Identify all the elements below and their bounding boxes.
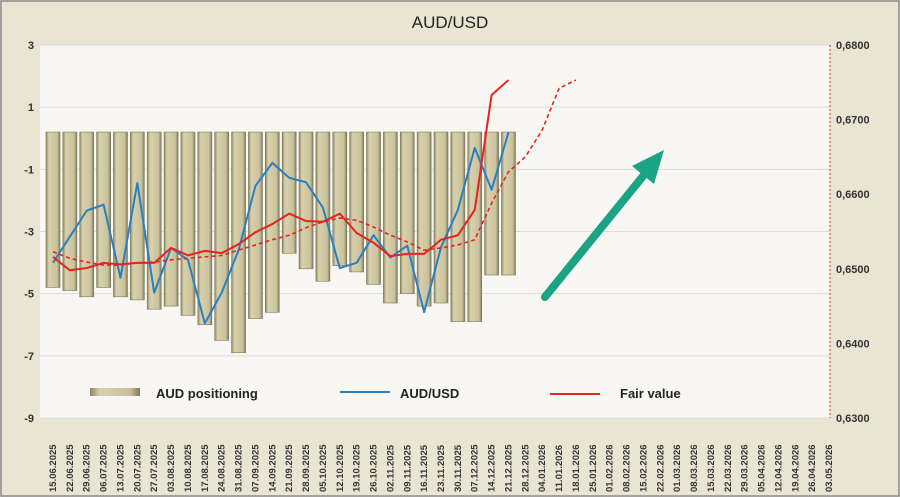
x-tick-label: 14.12.2025 xyxy=(487,444,498,492)
y-right-tick-label: 0,6400 xyxy=(836,338,870,350)
x-tick-label: 28.09.2025 xyxy=(301,444,312,492)
x-tick-label: 07.12.2025 xyxy=(470,444,481,492)
x-tick-label: 04.01.2026 xyxy=(537,444,548,492)
x-tick-label: 28.12.2025 xyxy=(520,444,531,492)
x-tick-label: 08.02.2026 xyxy=(622,444,633,492)
x-tick-label: 19.04.2026 xyxy=(790,444,801,492)
positioning-bar xyxy=(332,131,348,266)
x-tick-label: 17.08.2025 xyxy=(200,444,211,492)
x-tick-label: 26.04.2026 xyxy=(807,444,818,492)
x-tick-label: 10.08.2025 xyxy=(183,444,194,492)
y-right-tick-label: 0,6500 xyxy=(836,264,870,276)
positioning-bar xyxy=(281,131,297,254)
positioning-bar xyxy=(265,131,280,313)
x-tick-label: 19.10.2025 xyxy=(352,444,363,492)
x-tick-label: 22.03.2026 xyxy=(723,444,734,492)
x-tick-label: 30.11.2025 xyxy=(453,444,464,492)
y-left-tick-label: 1 xyxy=(28,102,34,114)
x-tick-label: 29.06.2025 xyxy=(82,444,93,492)
legend-label-audusd: AUD/USD xyxy=(400,386,459,401)
positioning-bar xyxy=(96,131,111,288)
x-tick-label: 09.11.2025 xyxy=(402,444,413,492)
x-tick-label: 06.07.2025 xyxy=(99,444,110,492)
x-tick-label: 22.02.2026 xyxy=(655,444,666,492)
x-tick-label: 11.01.2026 xyxy=(554,445,565,492)
y-right-tick-label: 0,6700 xyxy=(836,115,870,127)
positioning-bar xyxy=(248,131,263,319)
x-tick-label: 15.02.2026 xyxy=(638,444,649,492)
x-tick-label: 08.03.2026 xyxy=(689,444,700,492)
x-tick-label: 01.03.2026 xyxy=(672,444,683,492)
positioning-bar xyxy=(197,131,213,326)
x-tick-label: 22.06.2025 xyxy=(65,444,76,492)
y-left-tick-label: -7 xyxy=(24,351,34,363)
positioning-bar xyxy=(130,131,145,301)
positioning-bar xyxy=(501,131,516,276)
x-tick-label: 16.11.2025 xyxy=(419,444,430,492)
x-tick-label: 03.08.2025 xyxy=(166,444,177,492)
x-tick-label: 31.08.2025 xyxy=(234,444,245,492)
y-left-tick-label: -9 xyxy=(24,413,34,425)
y-right-tick-label: 0,6600 xyxy=(836,189,870,201)
positioning-bar xyxy=(180,131,196,316)
chart-title: AUD/USD xyxy=(412,13,489,32)
x-tick-label: 29.03.2026 xyxy=(740,444,751,492)
positioning-bar xyxy=(45,131,61,288)
x-tick-label: 20.07.2025 xyxy=(132,444,143,492)
y-left-tick-label: -5 xyxy=(24,289,34,301)
x-tick-label: 23.11.2025 xyxy=(436,444,447,492)
x-tick-label: 14.09.2025 xyxy=(267,444,278,492)
x-tick-label: 12.04.2026 xyxy=(773,444,784,492)
y-right-tick-label: 0,6800 xyxy=(836,40,870,52)
y-left-tick-label: -3 xyxy=(24,227,34,239)
x-tick-label: 13.07.2025 xyxy=(115,444,126,492)
positioning-bar xyxy=(366,131,381,285)
x-tick-label: 12.10.2025 xyxy=(335,444,346,492)
x-tick-label: 25.01.2026 xyxy=(588,444,599,492)
legend-label-fair-value: Fair value xyxy=(620,386,681,401)
legend-label-positioning: AUD positioning xyxy=(156,386,258,401)
x-tick-label: 27.07.2025 xyxy=(149,444,160,492)
positioning-bar xyxy=(383,131,398,304)
x-tick-label: 02.11.2025 xyxy=(385,444,396,492)
y-right-tick-label: 0,6300 xyxy=(836,413,870,425)
positioning-bar xyxy=(163,131,179,307)
x-tick-label: 26.10.2025 xyxy=(369,444,380,492)
x-tick-label: 05.04.2026 xyxy=(757,444,768,492)
positioning-bar xyxy=(214,131,229,341)
fair-value-projection-line xyxy=(52,79,577,266)
x-tick-label: 24.08.2025 xyxy=(217,444,228,492)
trend-arrow xyxy=(541,150,664,301)
x-tick-label: 03.05.2026 xyxy=(824,444,835,492)
x-tick-label: 18.01.2026 xyxy=(571,444,582,492)
y-left-tick-label: 3 xyxy=(28,40,34,52)
positioning-bar xyxy=(146,131,162,310)
positioning-bar xyxy=(298,131,314,270)
positioning-bar xyxy=(79,131,95,298)
x-tick-label: 15.03.2026 xyxy=(706,444,717,492)
x-tick-label: 01.02.2026 xyxy=(605,444,616,492)
positioning-bar xyxy=(62,131,78,291)
positioning-bar xyxy=(349,131,364,273)
positioning-bar xyxy=(399,131,415,294)
x-tick-label: 07.09.2025 xyxy=(250,444,261,492)
positioning-bar xyxy=(416,131,432,307)
positioning-bar xyxy=(433,131,449,304)
x-tick-label: 21.12.2025 xyxy=(503,444,514,492)
x-tick-label: 05.10.2025 xyxy=(318,444,329,492)
x-tick-label: 15.06.2025 xyxy=(48,444,59,492)
y-left-tick-label: -1 xyxy=(24,164,34,176)
legend-swatch-positioning xyxy=(90,388,140,396)
positioning-bar xyxy=(231,131,246,354)
x-tick-label: 21.09.2025 xyxy=(284,444,295,492)
legend: AUD positioning AUD/USD Fair value xyxy=(90,386,681,401)
audusd-line xyxy=(52,132,510,325)
